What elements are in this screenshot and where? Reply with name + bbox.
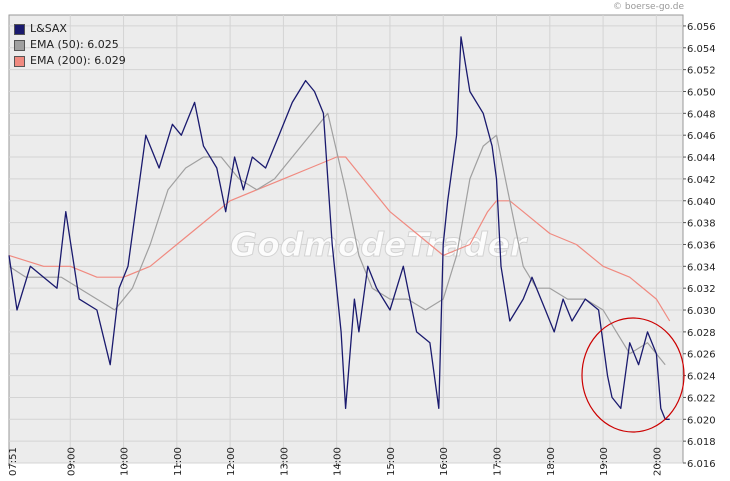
x-tick-label: 20:00 bbox=[652, 447, 663, 476]
highlight-circle bbox=[581, 317, 685, 433]
grid bbox=[9, 15, 683, 464]
plot-area bbox=[8, 14, 684, 464]
price-series-line bbox=[8, 36, 670, 420]
x-tick-label: 19:00 bbox=[599, 447, 610, 476]
legend-item-ema200: EMA (200): 6.029 bbox=[14, 53, 126, 69]
copyright-text: © boerse-go.de bbox=[613, 2, 684, 12]
y-tick-label: 6.052 bbox=[687, 66, 716, 77]
x-tick-label: 07:51 bbox=[8, 447, 19, 476]
series-layer bbox=[8, 36, 671, 420]
y-tick-label: 6.020 bbox=[687, 415, 716, 426]
y-tick-label: 6.056 bbox=[687, 22, 716, 33]
ema200-series-line bbox=[8, 156, 671, 322]
y-tick-label: 6.028 bbox=[687, 328, 716, 339]
legend-swatch-ema50 bbox=[14, 39, 25, 51]
ema50-series-line bbox=[8, 112, 666, 366]
x-tick-label: 18:00 bbox=[546, 447, 557, 476]
legend-label-ema200: EMA (200): 6.029 bbox=[30, 54, 126, 67]
legend-label-ema50: EMA (50): 6.025 bbox=[30, 38, 119, 51]
legend-item-price: L&SAX bbox=[14, 21, 126, 37]
y-tick-label: 6.016 bbox=[687, 459, 716, 470]
y-tick-label: 6.022 bbox=[687, 393, 716, 404]
y-tick-label: 6.040 bbox=[687, 197, 716, 208]
legend-label-price: L&SAX bbox=[30, 22, 67, 35]
x-axis: 07:51 09:00 10:00 11:00 12:00 13:00 14:00 15:00… bbox=[8, 447, 663, 476]
y-tick-label: 6.054 bbox=[687, 44, 716, 55]
x-tick-label: 11:00 bbox=[173, 447, 184, 476]
y-tick-label: 6.044 bbox=[687, 153, 716, 164]
y-tick-label: 6.032 bbox=[687, 284, 716, 295]
y-tick-label: 6.046 bbox=[687, 131, 716, 142]
x-tick-label: 09:00 bbox=[66, 447, 77, 476]
y-tick-label: 6.050 bbox=[687, 87, 716, 98]
watermark: GodmodeTrader bbox=[230, 225, 528, 264]
legend-swatch-price bbox=[14, 23, 25, 35]
y-tick-label: 6.026 bbox=[687, 350, 716, 361]
legend: L&SAX EMA (50): 6.025 EMA (200): 6.029 bbox=[14, 21, 126, 69]
y-tick-label: 6.024 bbox=[687, 372, 716, 383]
legend-item-ema50: EMA (50): 6.025 bbox=[14, 37, 126, 53]
x-tick-label: 12:00 bbox=[226, 447, 237, 476]
legend-swatch-ema200 bbox=[14, 55, 25, 67]
y-tick-label: 6.038 bbox=[687, 219, 716, 230]
x-tick-label: 16:00 bbox=[439, 447, 450, 476]
y-tick-label: 6.048 bbox=[687, 109, 716, 120]
x-tick-label: 15:00 bbox=[386, 447, 397, 476]
y-tick-label: 6.042 bbox=[687, 175, 716, 186]
x-tick-label: 14:00 bbox=[333, 447, 344, 476]
y-tick-label: 6.030 bbox=[687, 306, 716, 317]
y-tick-label: 6.036 bbox=[687, 240, 716, 251]
x-tick-label: 10:00 bbox=[120, 447, 131, 476]
x-tick-label: 13:00 bbox=[279, 447, 290, 476]
y-tick-label: 6.018 bbox=[687, 437, 716, 448]
y-axis: 6.016 6.018 6.020 6.022 6.024 6.026 6.028 6.030… bbox=[683, 22, 716, 470]
x-tick-label: 17:00 bbox=[493, 447, 504, 476]
y-tick-label: 6.034 bbox=[687, 262, 716, 273]
